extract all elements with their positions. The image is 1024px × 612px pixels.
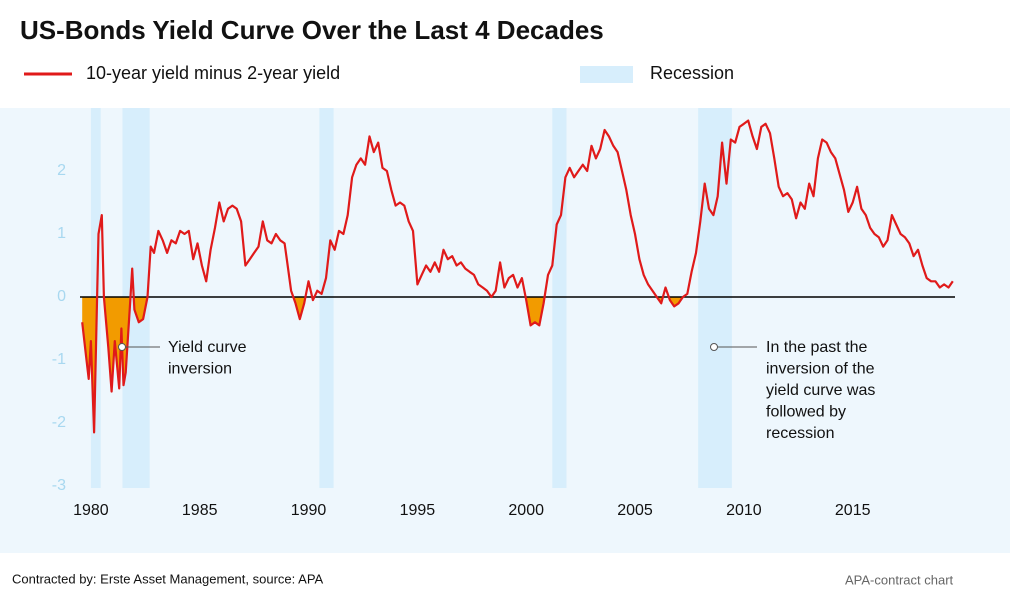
plot-panel xyxy=(0,108,1010,553)
annotation-text: In the past the xyxy=(766,339,868,356)
source-note: Contracted by: Erste Asset Management, s… xyxy=(12,571,324,586)
annotation-text: recession xyxy=(766,425,834,442)
y-tick-label: -1 xyxy=(52,351,66,368)
y-tick-label: 2 xyxy=(57,162,66,179)
x-tick-label: 2000 xyxy=(508,502,544,519)
y-tick-label: 0 xyxy=(57,288,66,305)
y-tick-label: -3 xyxy=(52,477,66,494)
x-tick-label: 2010 xyxy=(726,502,762,519)
x-tick-label: 2005 xyxy=(617,502,653,519)
y-tick-label: 1 xyxy=(57,225,66,242)
plot xyxy=(80,119,955,434)
annotation-text: Yield curve xyxy=(168,339,247,356)
annotation-point xyxy=(118,343,126,351)
x-tick-label: 2015 xyxy=(835,502,871,519)
recession-band xyxy=(552,108,567,488)
annotation-point xyxy=(710,343,718,351)
legend-label: 10-year yield minus 2-year yield xyxy=(86,63,340,83)
chart-title: US-Bonds Yield Curve Over the Last 4 Dec… xyxy=(20,15,604,45)
y-tick-label: -2 xyxy=(52,414,66,431)
x-tick-label: 1995 xyxy=(400,502,436,519)
legend-swatch xyxy=(580,66,633,83)
x-tick-label: 1980 xyxy=(73,502,109,519)
x-tick-label: 1985 xyxy=(182,502,218,519)
credit-note: APA-contract chart xyxy=(845,572,954,587)
series-line xyxy=(81,119,954,434)
recession-band xyxy=(698,108,732,488)
recession-band xyxy=(319,108,334,488)
annotation-text: inversion xyxy=(168,361,232,378)
annotation-text: yield curve was xyxy=(766,382,875,399)
annotation-text: inversion of the xyxy=(766,361,875,378)
x-tick-label: 1990 xyxy=(291,502,327,519)
annotation-text: followed by xyxy=(766,404,846,421)
legend-label: Recession xyxy=(650,63,734,83)
